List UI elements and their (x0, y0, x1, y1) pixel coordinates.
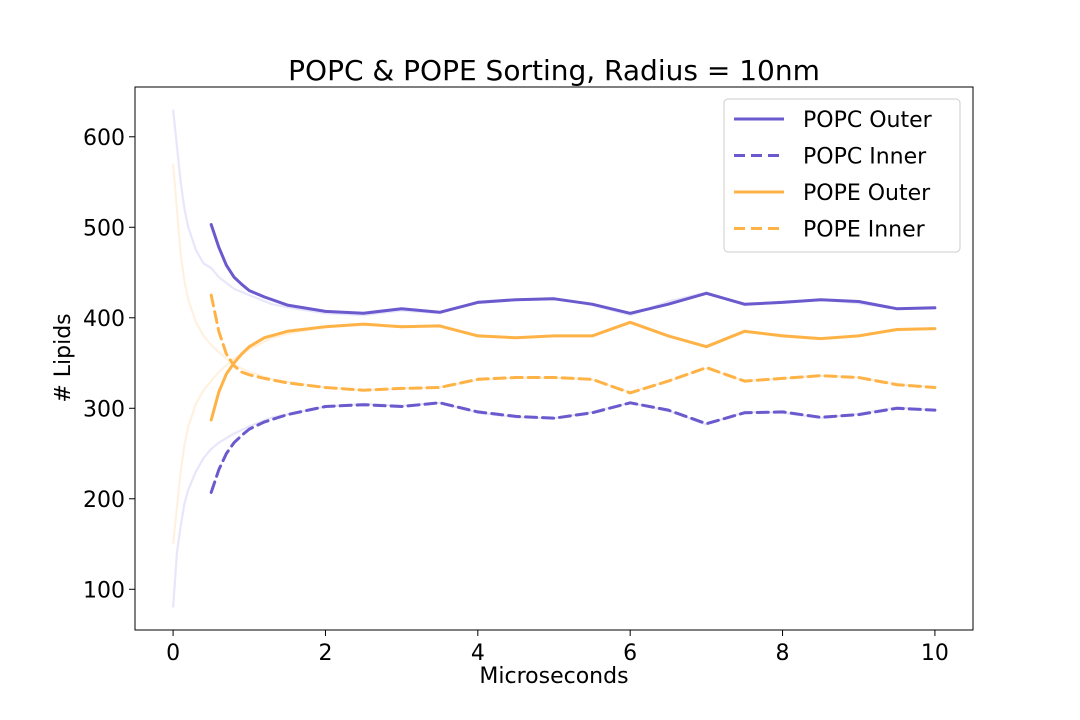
x-tick-label: 8 (776, 641, 790, 666)
y-tick-label: 400 (83, 307, 125, 332)
series-line-popc-outer (209, 223, 937, 315)
legend: POPC Outer POPC Inner POPE Outer POPE Inner (723, 98, 961, 253)
series-line-pope-inner (209, 293, 937, 395)
y-tick-label: 600 (83, 126, 125, 151)
series-line-popc-inner (209, 401, 937, 494)
y-tick-label: 500 (83, 216, 125, 241)
legend-label-popc-outer: POPC Outer (803, 108, 933, 133)
series-line-pope-outer (209, 320, 937, 422)
x-tick-label: 6 (623, 641, 637, 666)
legend-box (723, 98, 961, 253)
x-tick-label: 2 (318, 641, 332, 666)
x-tick-label: 10 (921, 641, 949, 666)
chart-title: POPC & POPE Sorting, Radius = 10nm (288, 54, 820, 87)
y-tick-label: 300 (83, 397, 125, 422)
legend-label-pope-inner: POPE Inner (803, 218, 926, 243)
y-axis-label: # Lipids (51, 313, 76, 402)
legend-label-popc-inner: POPC Inner (803, 145, 927, 170)
x-tick-label: 0 (166, 641, 180, 666)
x-tick-label: 4 (471, 641, 485, 666)
x-axis: 0 2 4 6 8 10 (166, 630, 949, 666)
legend-label-pope-outer: POPE Outer (803, 181, 931, 206)
raw-series-popc-inner-raw (172, 401, 935, 608)
plot-frame (134, 86, 974, 631)
y-tick-label: 100 (83, 578, 125, 603)
y-axis: 100 200 300 400 500 600 (83, 126, 135, 603)
y-tick-label: 200 (83, 488, 125, 513)
raw-series-pope-outer-raw (172, 322, 935, 545)
x-axis-label: Microseconds (479, 664, 628, 689)
series-layer (209, 223, 937, 494)
